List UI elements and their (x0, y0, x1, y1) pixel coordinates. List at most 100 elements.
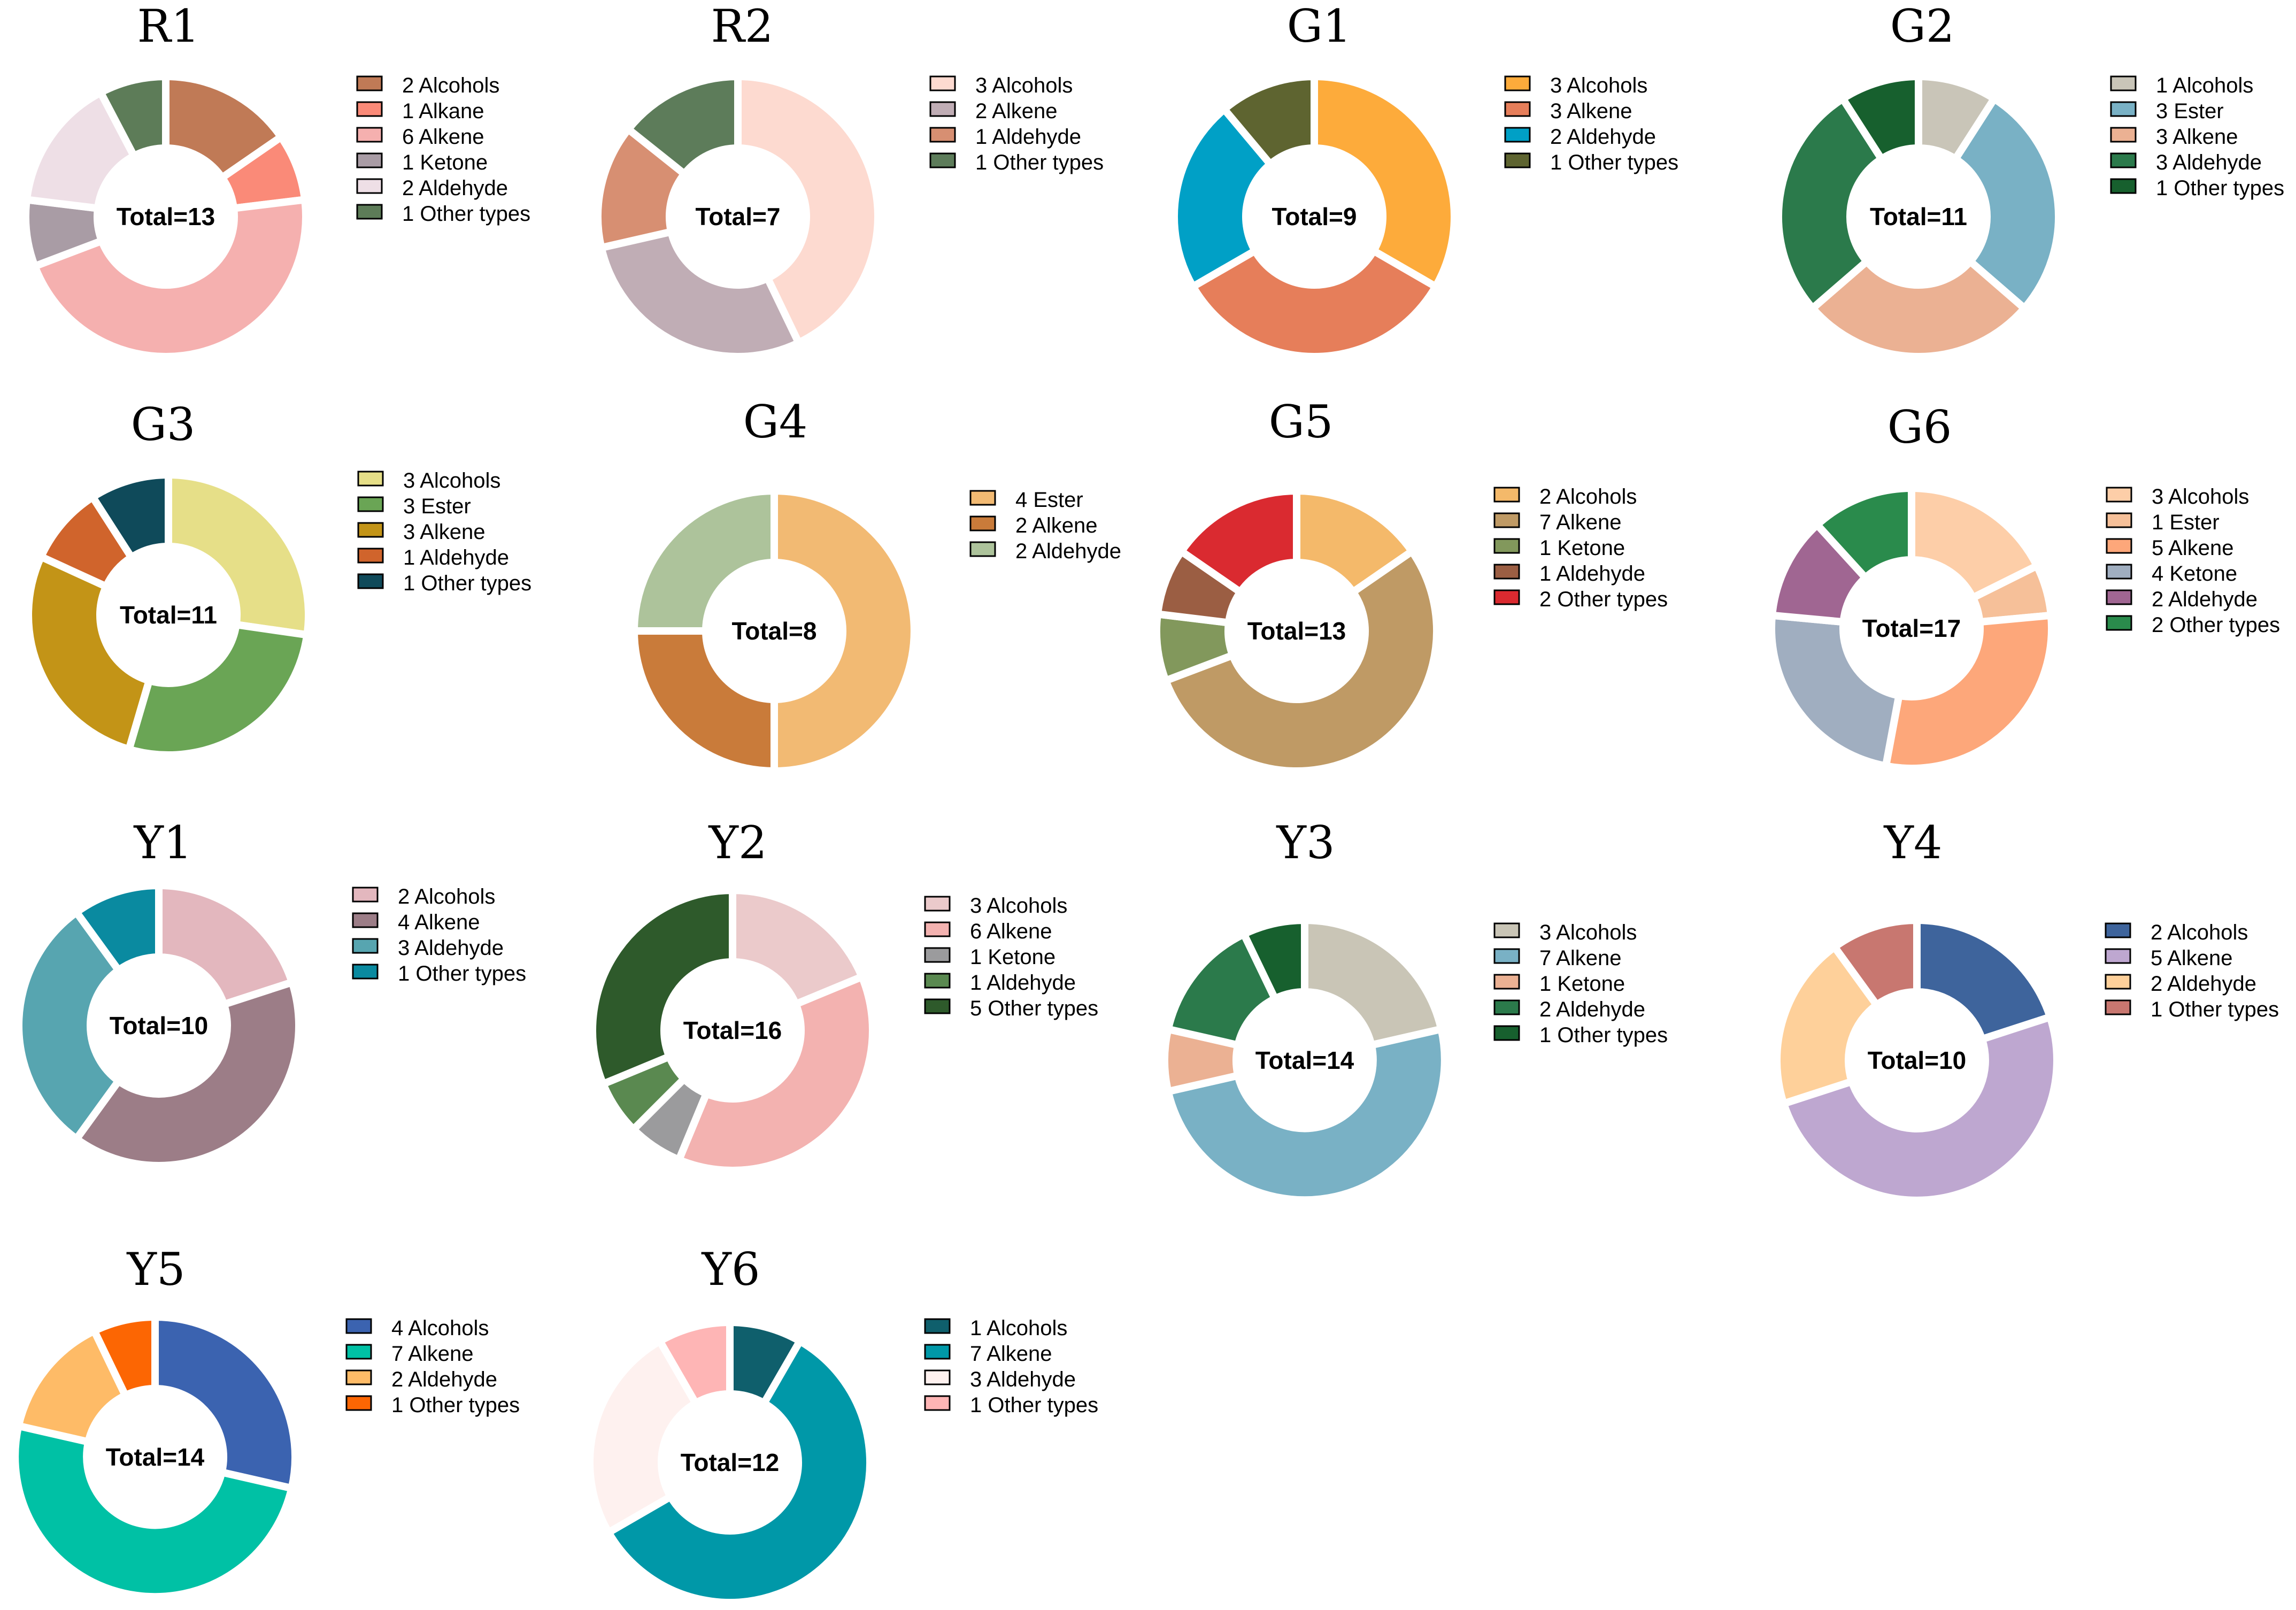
legend-swatch-g3-2 (357, 522, 384, 538)
slice-y4-2 (1773, 942, 1882, 1108)
slice-g6-2 (1881, 611, 2055, 772)
legend-swatch-g6-1 (2106, 512, 2132, 528)
legend-swatch-g3-1 (357, 496, 384, 512)
legend-label-y5-3: 1 Other types (391, 1393, 520, 1417)
legend-label-y2-3: 1 Aldehyde (970, 971, 1076, 995)
legend-label-y6-1: 7 Alkene (970, 1342, 1052, 1366)
legend-label-g2-3: 3 Aldehyde (2156, 151, 2262, 174)
legend-label-g1-1: 3 Alkene (1550, 99, 1632, 123)
legend-label-y3-4: 1 Other types (1539, 1023, 1668, 1047)
slice-y1-1 (71, 977, 303, 1169)
legend-label-r2-2: 1 Aldehyde (975, 125, 1081, 149)
legend-label-y5-1: 7 Alkene (391, 1342, 473, 1366)
panel-title-y5: Y5 (127, 1243, 186, 1296)
legend-swatch-y1-3 (352, 964, 379, 980)
slice-g4-0 (771, 487, 918, 775)
legend-label-y4-3: 1 Other types (2151, 998, 2279, 1021)
slice-y3-4 (1238, 916, 1308, 1004)
legend-swatch-g5-2 (1493, 538, 1520, 554)
legend-swatch-g3-0 (357, 471, 384, 487)
legend-label-g5-3: 1 Aldehyde (1539, 562, 1645, 586)
legend-swatch-y6-1 (924, 1344, 951, 1360)
legend-swatch-g5-3 (1493, 564, 1520, 580)
slice-y2-4 (589, 886, 736, 1089)
legend-label-y2-2: 1 Ketone (970, 945, 1055, 969)
slice-g1-3 (1219, 72, 1318, 170)
legend-swatch-y4-0 (2105, 922, 2131, 938)
total-label-g2: Total=11 (1870, 203, 1967, 230)
legend-swatch-g5-0 (1493, 487, 1520, 503)
slice-y5-0 (151, 1313, 299, 1493)
legend-swatch-y5-3 (345, 1395, 372, 1411)
legend-swatch-g2-2 (2110, 127, 2137, 143)
slice-g6-0 (1908, 484, 2042, 603)
slice-y2-1 (674, 972, 876, 1174)
slice-g3-1 (124, 620, 312, 759)
slice-g3-2 (25, 551, 154, 754)
legend-swatch-g2-4 (2110, 178, 2137, 194)
legend-swatch-g6-3 (2106, 564, 2132, 580)
legend-swatch-g5-1 (1493, 512, 1520, 528)
total-label-y2: Total=16 (683, 1016, 782, 1044)
legend-swatch-y4-2 (2105, 974, 2131, 990)
legend-swatch-g1-0 (1504, 75, 1531, 91)
total-label-r1: Total=13 (117, 203, 215, 230)
legend-label-y6-2: 3 Aldehyde (970, 1368, 1076, 1391)
legend-label-r2-1: 2 Alkene (975, 99, 1057, 123)
total-label-r2: Total=7 (696, 203, 781, 230)
legend-label-y1-3: 1 Other types (398, 962, 526, 985)
legend-swatch-y2-2 (924, 947, 951, 963)
panel-title-r2: R2 (711, 0, 774, 52)
slice-g3-0 (165, 471, 312, 640)
legend-swatch-y6-2 (924, 1369, 951, 1385)
legend-swatch-r1-1 (356, 101, 383, 117)
legend-label-r1-3: 1 Ketone (402, 151, 488, 174)
legend-label-g4-0: 4 Ester (1015, 488, 1083, 512)
slice-g4-2 (630, 487, 778, 635)
legend-label-g2-1: 3 Ester (2156, 99, 2224, 123)
legend-label-g3-3: 1 Aldehyde (403, 546, 509, 569)
legend-swatch-y6-3 (924, 1395, 951, 1411)
legend-label-g2-0: 1 Alcohols (2156, 74, 2253, 97)
legend-label-g5-2: 1 Ketone (1539, 536, 1625, 560)
legend-swatch-r2-2 (929, 127, 956, 143)
legend-label-y5-2: 2 Aldehyde (391, 1368, 497, 1391)
legend-swatch-g4-0 (969, 490, 996, 506)
legend-label-g5-4: 2 Other types (1539, 588, 1668, 611)
slice-y6-1 (603, 1336, 874, 1606)
legend-label-y6-0: 1 Alcohols (970, 1316, 1067, 1340)
panel-title-y4: Y4 (1884, 816, 1943, 869)
legend-label-g1-3: 1 Other types (1550, 151, 1678, 174)
legend-swatch-g4-2 (969, 541, 996, 557)
legend-label-g3-4: 1 Other types (403, 572, 531, 595)
slice-y3-1 (1164, 1024, 1449, 1204)
legend-label-y2-0: 3 Alcohols (970, 894, 1067, 918)
slice-g5-1 (1160, 546, 1440, 775)
legend-label-g3-1: 3 Ester (403, 495, 471, 518)
legend-swatch-r2-1 (929, 101, 956, 117)
slice-y2-0 (729, 886, 867, 1010)
total-label-y1: Total=10 (110, 1012, 209, 1039)
legend-swatch-r2-3 (929, 152, 956, 168)
total-label-g4: Total=8 (732, 617, 817, 645)
slice-y4-1 (1778, 1012, 2061, 1204)
legend-swatch-y6-0 (924, 1318, 951, 1334)
legend-swatch-y2-3 (924, 973, 951, 989)
legend-swatch-y3-2 (1493, 974, 1520, 990)
slice-g6-5 (1812, 484, 1915, 583)
total-label-y6: Total=12 (681, 1449, 780, 1476)
slice-y4-0 (1913, 916, 2055, 1044)
legend-swatch-g1-3 (1504, 152, 1531, 168)
slice-g2-2 (1807, 256, 2030, 360)
